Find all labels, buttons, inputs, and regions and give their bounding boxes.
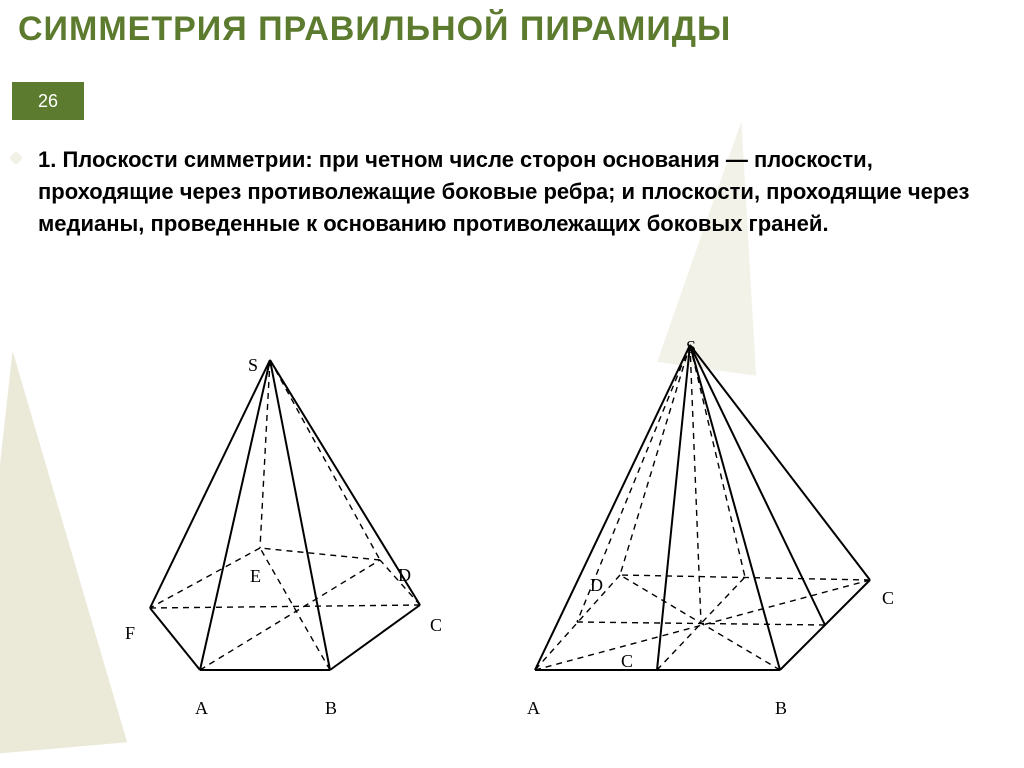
body-paragraph: 1. Плоскости симметрии: при четном числе… [38, 144, 994, 240]
vertex-label: B [775, 698, 787, 719]
vertex-label: B [325, 698, 337, 719]
slide-number-badge: 26 [12, 82, 84, 120]
vertex-label: D [398, 565, 411, 586]
vertex-label: C [621, 651, 633, 672]
bullet-icon [10, 152, 22, 164]
vertex-label: S [248, 355, 258, 376]
hexagonal-pyramid [150, 360, 420, 670]
vertex-label: F [125, 623, 135, 644]
quadrilateral-pyramid [535, 345, 870, 670]
pyramid-figures [80, 330, 940, 730]
vertex-label: D [590, 575, 603, 596]
vertex-label: A [527, 698, 540, 719]
vertex-label: A [195, 698, 208, 719]
vertex-label: C [430, 615, 442, 636]
vertex-label: E [250, 566, 261, 587]
vertex-label: C [882, 588, 894, 609]
slide-title: СИММЕТРИЯ ПРАВИЛЬНОЙ ПИРАМИДЫ [18, 10, 731, 49]
vertex-label: S [686, 337, 696, 358]
